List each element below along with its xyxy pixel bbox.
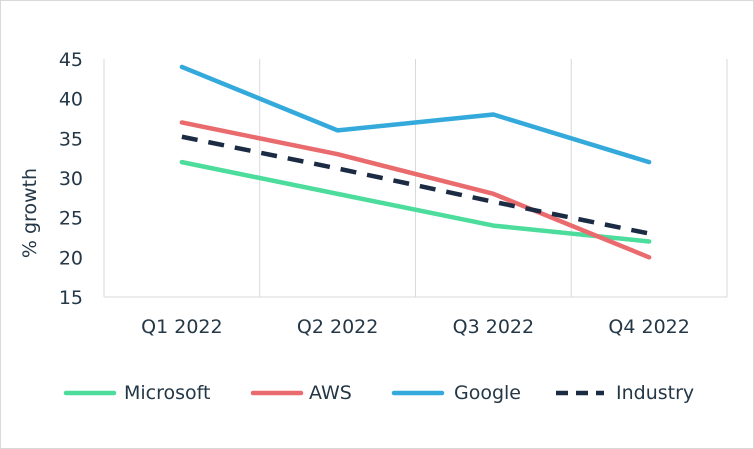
legend: Microsoft AWS Google Industry — [63, 382, 694, 404]
legend-label-google: Google — [454, 382, 521, 404]
x-tick-label: Q1 2022 — [141, 316, 222, 338]
x-tick-label: Q2 2022 — [297, 316, 378, 338]
legend-label-microsoft: Microsoft — [124, 382, 210, 404]
y-tick-label: 35 — [59, 128, 83, 150]
legend-label-industry: Industry — [616, 382, 694, 404]
y-tick-label: 30 — [59, 168, 83, 190]
gridlines — [259, 59, 728, 297]
y-axis-ticks: 15 20 25 30 35 40 45 — [59, 49, 83, 309]
x-tick-label: Q3 2022 — [453, 316, 534, 338]
y-tick-label: 45 — [59, 49, 83, 71]
x-axis-ticks: Q1 2022 Q2 2022 Q3 2022 Q4 2022 — [141, 316, 690, 338]
y-tick-label: 40 — [59, 89, 83, 111]
y-tick-label: 15 — [59, 287, 83, 309]
x-tick-label: Q4 2022 — [608, 316, 689, 338]
y-tick-label: 20 — [59, 247, 83, 269]
legend-label-aws: AWS — [309, 382, 352, 404]
series-line-microsoft — [179, 159, 652, 244]
series-line-google — [179, 64, 652, 165]
y-axis-title: % growth — [19, 168, 41, 258]
series-lines — [179, 64, 652, 260]
axes — [103, 59, 727, 298]
y-tick-label: 25 — [59, 208, 83, 230]
series-line-aws — [179, 120, 652, 260]
